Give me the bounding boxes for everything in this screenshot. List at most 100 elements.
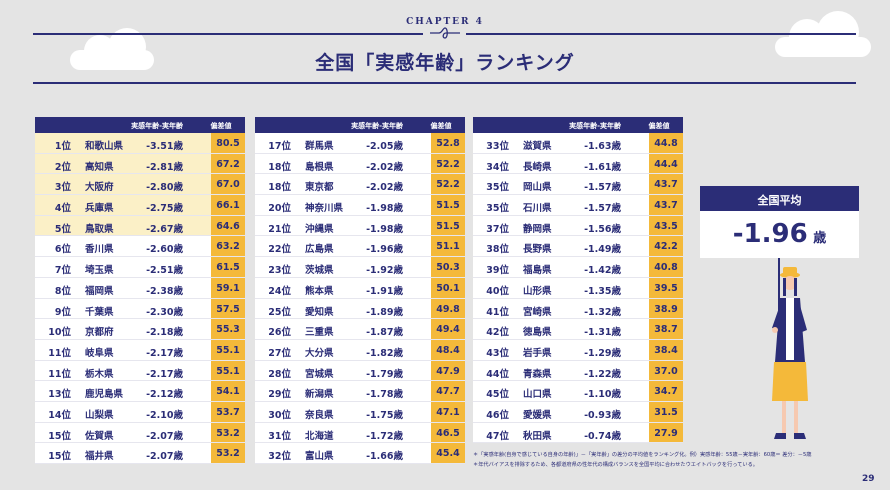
- rank: 15位: [48, 430, 71, 442]
- table-row: 1位 和歌山県 -3.51歳 80.5: [35, 133, 245, 154]
- deviation-score: 37.0: [649, 360, 683, 381]
- prefecture: 岐阜県: [85, 347, 114, 359]
- age-difference: -1.75歳: [366, 409, 403, 421]
- deviation-score: 50.3: [431, 257, 465, 277]
- deviation-score: 49.8: [431, 298, 465, 319]
- deviation-score: 34.7: [649, 381, 683, 401]
- age-difference: -2.07歳: [146, 430, 183, 442]
- rank: 30位: [268, 409, 291, 421]
- rank: 17位: [268, 141, 291, 152]
- rank: 33位: [486, 141, 509, 152]
- rank: 44位: [486, 368, 509, 380]
- table-row: 28位 宮城県 -1.79歳 47.9: [255, 360, 465, 382]
- age-difference: -1.22歳: [584, 368, 621, 380]
- deviation-score: 42.2: [649, 236, 683, 257]
- rank: 4位: [54, 203, 71, 215]
- deviation-score: 57.5: [211, 298, 245, 319]
- table-row: 18位 東京都 -2.02歳 52.2: [255, 174, 465, 196]
- table-row: 8位 福岡県 -2.38歳 59.1: [35, 277, 245, 299]
- table-row: 11位 栃木県 -2.17歳 55.1: [35, 360, 245, 382]
- deviation-score: 46.5: [431, 422, 465, 443]
- deviation-score: 39.5: [649, 277, 683, 298]
- rank: 3位: [54, 182, 71, 194]
- age-difference: -1.57歳: [584, 203, 621, 215]
- table-row: 40位 山形県 -1.35歳 39.5: [473, 277, 683, 299]
- table-row: 29位 新潟県 -1.78歳 47.7: [255, 381, 465, 402]
- deviation-score: 54.1: [211, 381, 245, 401]
- prefecture: 和歌山県: [85, 141, 124, 152]
- prefecture: 長崎県: [523, 161, 552, 173]
- age-difference: -1.72歳: [366, 430, 403, 442]
- table-row: 34位 長崎県 -1.61歳 44.4: [473, 153, 683, 175]
- table-row: 6位 香川県 -2.60歳 63.2: [35, 236, 245, 258]
- rank: 11位: [48, 368, 71, 380]
- prefecture: 奈良県: [305, 409, 334, 421]
- deviation-score: 59.1: [211, 277, 245, 298]
- rank: 6位: [54, 244, 71, 256]
- table-row: 17位 群馬県 -2.05歳 52.8: [255, 133, 465, 154]
- prefecture: 山口県: [523, 389, 552, 401]
- table-row: 35位 石川県 -1.57歳 43.7: [473, 195, 683, 216]
- age-difference: -1.10歳: [584, 389, 621, 401]
- header-score: 偏差値: [210, 122, 232, 130]
- table-row: 22位 広島県 -1.96歳 51.1: [255, 236, 465, 258]
- table-row: 35位 岡山県 -1.57歳 43.7: [473, 174, 683, 196]
- deviation-score: 43.7: [649, 174, 683, 195]
- rank: 42位: [486, 327, 509, 339]
- age-difference: -1.35歳: [584, 285, 621, 297]
- age-difference: -2.18歳: [146, 327, 183, 339]
- chapter-label: CHAPTER 4: [406, 17, 484, 27]
- prefecture: 宮城県: [305, 368, 334, 380]
- rank: 38位: [486, 244, 509, 256]
- table-row: 10位 京都府 -2.18歳 55.3: [35, 319, 245, 340]
- rank: 10位: [48, 327, 71, 339]
- cloud-decoration-right: [775, 11, 871, 57]
- table-row: 46位 愛媛県 -0.93歳 31.5: [473, 401, 683, 423]
- deviation-score: 52.2: [431, 153, 465, 174]
- prefecture: 滋賀県: [523, 141, 552, 152]
- prefecture: 静岡県: [523, 223, 552, 235]
- age-difference: -2.80歳: [146, 182, 183, 194]
- deviation-score: 50.1: [431, 277, 465, 298]
- deviation-score: 47.7: [431, 381, 465, 401]
- age-difference: -1.91歳: [366, 285, 403, 297]
- rank: 14位: [48, 409, 71, 421]
- prefecture: 長野県: [523, 244, 552, 256]
- table-row: 14位 山梨県 -2.10歳 53.7: [35, 401, 245, 423]
- rank: 34位: [486, 161, 509, 173]
- table-row: 20位 神奈川県 -1.98歳 51.5: [255, 195, 465, 216]
- table-row: 45位 山口県 -1.10歳 34.7: [473, 381, 683, 402]
- table-row: 15位 福井県 -2.07歳 53.2: [35, 443, 245, 464]
- table-header: 実感年齢-実年齢 偏差値: [35, 117, 245, 133]
- age-difference: -1.79歳: [366, 368, 403, 380]
- table-row: 15位 佐賀県 -2.07歳 53.2: [35, 422, 245, 444]
- age-difference: -1.87歳: [366, 327, 403, 339]
- prefecture: 宮崎県: [523, 306, 552, 318]
- age-difference: -1.61歳: [584, 161, 621, 173]
- rank: 35位: [486, 203, 509, 215]
- prefecture: 三重県: [305, 327, 334, 339]
- table-row: 23位 茨城県 -1.92歳 50.3: [255, 257, 465, 278]
- age-difference: -1.29歳: [584, 347, 621, 359]
- cloud-decoration-left: [70, 28, 154, 70]
- prefecture: 鹿児島県: [85, 389, 124, 401]
- rank: 5位: [54, 223, 71, 235]
- deviation-score: 67.2: [211, 153, 245, 174]
- prefecture: 福島県: [523, 265, 552, 277]
- age-difference: -1.42歳: [584, 265, 621, 277]
- rank: 43位: [486, 347, 509, 359]
- age-difference: -1.63歳: [584, 141, 621, 152]
- average-integer: -1.: [732, 219, 772, 249]
- prefecture: 神奈川県: [305, 203, 344, 215]
- table-row: 5位 鳥取県 -2.67歳 64.6: [35, 215, 245, 237]
- table-row: 13位 鹿児島県 -2.12歳 54.1: [35, 381, 245, 402]
- average-decimal: 96: [771, 219, 808, 249]
- table-row: 27位 大分県 -1.82歳 48.4: [255, 339, 465, 361]
- table-row: 18位 島根県 -2.02歳 52.2: [255, 153, 465, 175]
- prefecture: 群馬県: [305, 141, 334, 152]
- age-difference: -1.98歳: [366, 203, 403, 215]
- age-difference: -1.82歳: [366, 347, 403, 359]
- age-difference: -0.74歳: [584, 430, 621, 442]
- deviation-score: 64.6: [211, 215, 245, 236]
- deviation-score: 55.1: [211, 360, 245, 381]
